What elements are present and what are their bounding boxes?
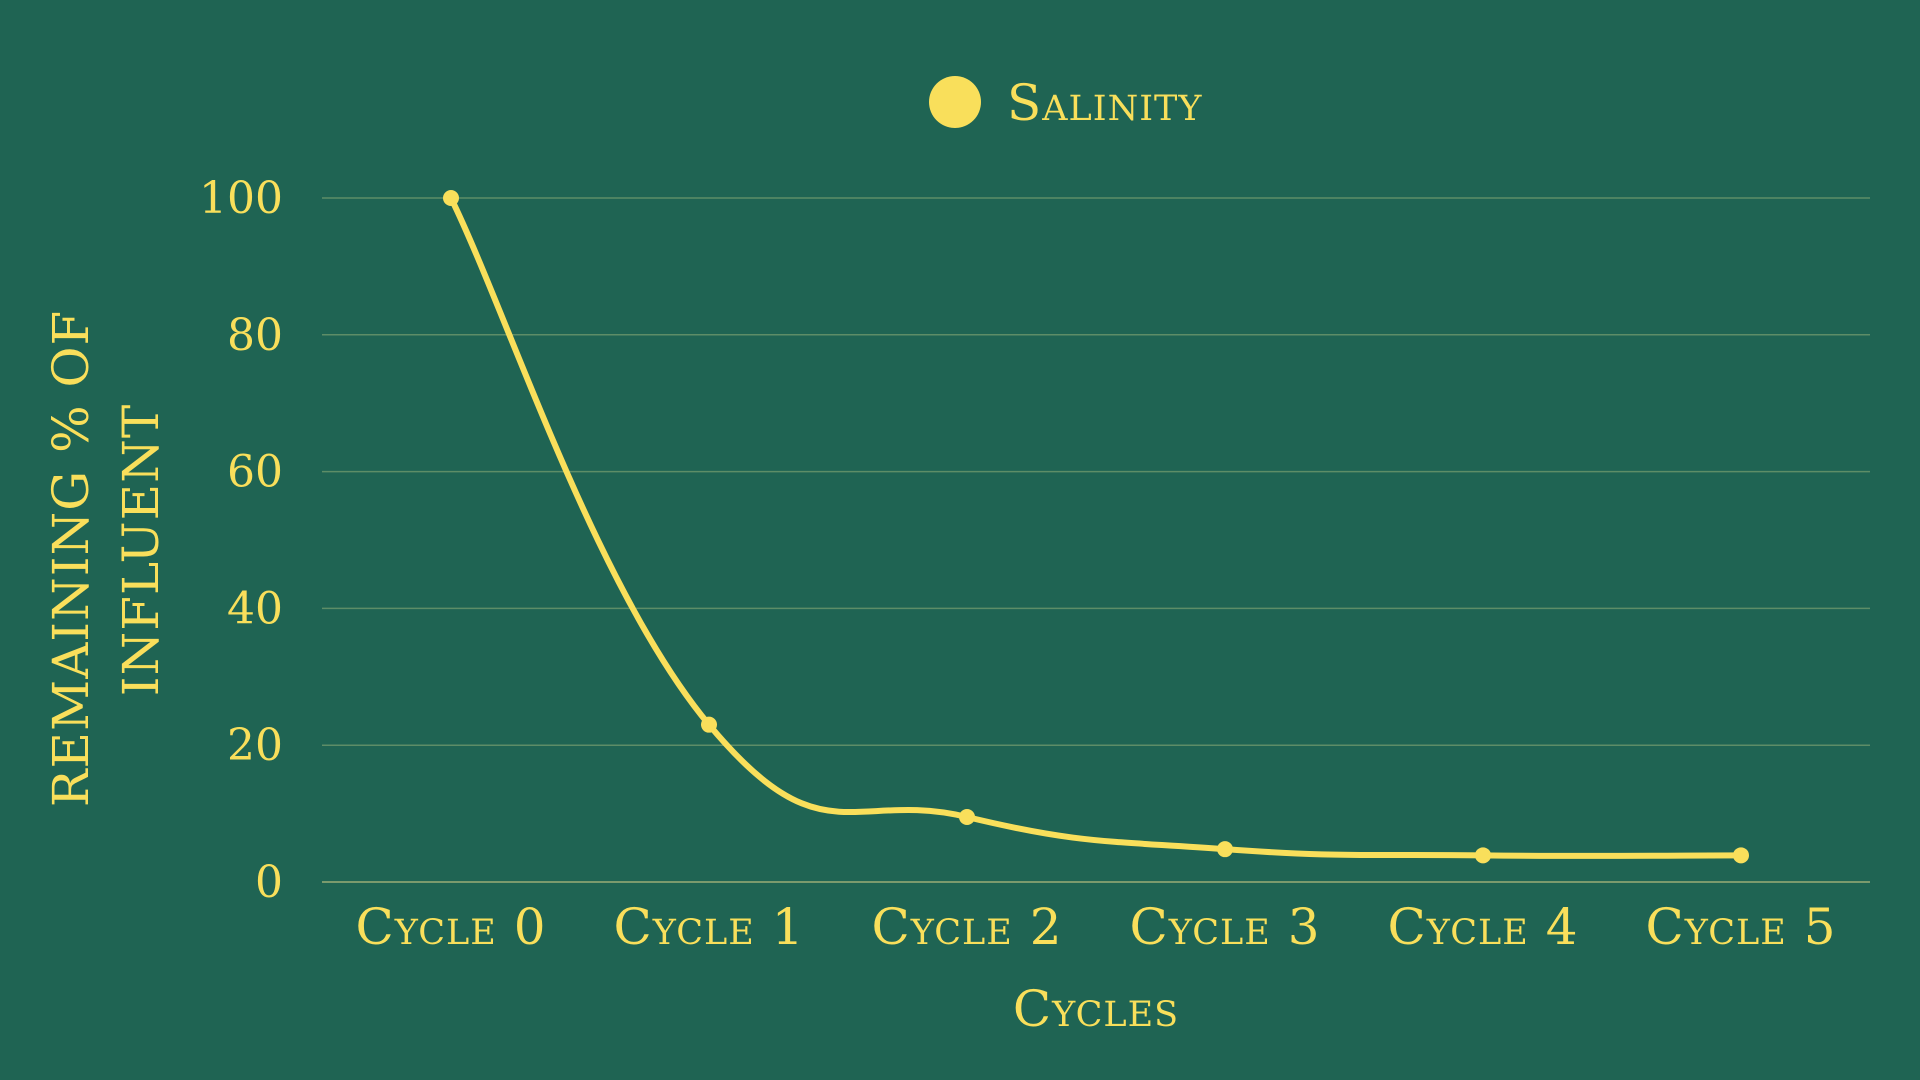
y-tick-label: 20 [227, 720, 283, 771]
y-axis-title: REMAINING % OF INFLUENT [42, 293, 170, 807]
x-tick-label: Cycle 2 [871, 898, 1062, 956]
x-tick-label: Cycle 5 [1645, 898, 1836, 956]
salinity-data-point [1475, 847, 1491, 864]
legend-label: Salinity [1007, 74, 1203, 132]
salinity-data-point [701, 716, 717, 733]
x-tick-label: Cycle 3 [1129, 898, 1320, 956]
legend-marker [929, 76, 981, 128]
y-tick-label: 0 [255, 857, 283, 908]
grid-layer [322, 197, 1870, 746]
labels-layer: 0 20 40 60 80 100 Cycle 0 Cycle 1 Cycle 2 Cycle 3… [199, 173, 1836, 956]
y-axis-title-line-2: INFLUENT [112, 404, 170, 696]
x-tick-label: Cycle 1 [613, 898, 804, 956]
y-tick-label: 80 [227, 310, 283, 361]
salinity-data-point [1733, 847, 1749, 864]
salinity-data-point [1217, 841, 1233, 858]
series-layer [443, 190, 1749, 864]
salinity-data-point [959, 809, 975, 826]
y-axis-title-line-1: REMAINING % OF [42, 310, 100, 807]
y-tick-label: 60 [227, 447, 283, 498]
svg-text:REMAINING % OF INFLUEN: REMAINING % OF INFLUENT [42, 293, 170, 807]
salinity-data-point [443, 190, 459, 206]
x-tick-label: Cycle 4 [1387, 898, 1578, 956]
legend: Salinity [929, 74, 1203, 132]
x-axis-title: Cycles [1013, 980, 1179, 1038]
y-tick-label: 100 [199, 173, 283, 224]
y-tick-label: 40 [227, 583, 283, 634]
x-tick-label: Cycle 0 [355, 898, 546, 956]
